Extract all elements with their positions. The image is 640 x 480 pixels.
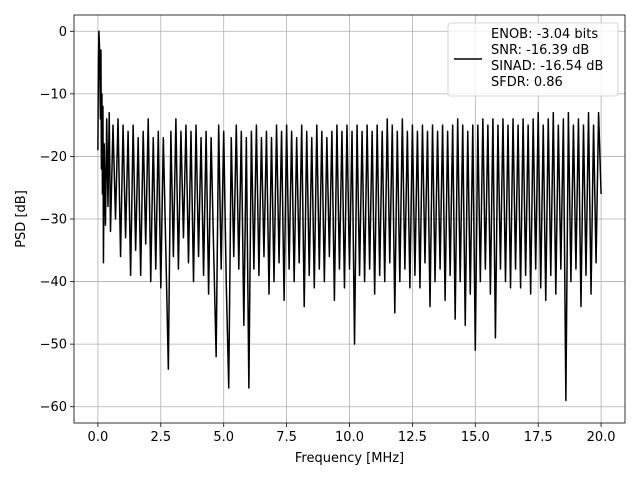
y-tick-label: 0 <box>59 25 67 40</box>
x-tick-label: 10.0 <box>335 430 364 445</box>
legend-sfdr: SFDR: 0.86 <box>491 75 563 90</box>
y-tick-label: −40 <box>40 275 67 290</box>
y-tick-label: −20 <box>40 150 67 165</box>
y-tick-label: −10 <box>40 87 67 102</box>
x-axis-label: Frequency [MHz] <box>295 451 404 466</box>
y-axis-label: PSD [dB] <box>14 190 29 248</box>
legend-enob: ENOB: -3.04 bits <box>491 27 598 42</box>
x-tick-label: 17.5 <box>524 430 553 445</box>
x-tick-label: 12.5 <box>398 430 427 445</box>
x-tick-label: 0.0 <box>88 430 109 445</box>
y-tick-label: −60 <box>40 400 67 415</box>
legend: ENOB: -3.04 bits SNR: -16.39 dB SINAD: -… <box>447 22 619 97</box>
x-tick-label: 7.5 <box>276 430 297 445</box>
psd-series-line <box>97 30 602 402</box>
grid <box>74 15 625 423</box>
series-layer <box>97 30 602 402</box>
x-tick-label: 15.0 <box>461 430 490 445</box>
x-axis-ticks: 0.0 2.5 5.0 7.5 10.0 12.5 15.0 17.5 20.0 <box>88 423 616 445</box>
y-tick-label: −50 <box>40 338 67 353</box>
x-tick-label: 2.5 <box>150 430 171 445</box>
x-tick-label: 20.0 <box>587 430 616 445</box>
y-axis-ticks: 0 −10 −20 −30 −40 −50 −60 <box>40 25 74 415</box>
legend-sinad: SINAD: -16.54 dB <box>491 59 603 74</box>
legend-box <box>447 22 619 97</box>
x-tick-label: 5.0 <box>213 430 234 445</box>
y-tick-label: −30 <box>40 213 67 228</box>
legend-snr: SNR: -16.39 dB <box>491 43 589 58</box>
